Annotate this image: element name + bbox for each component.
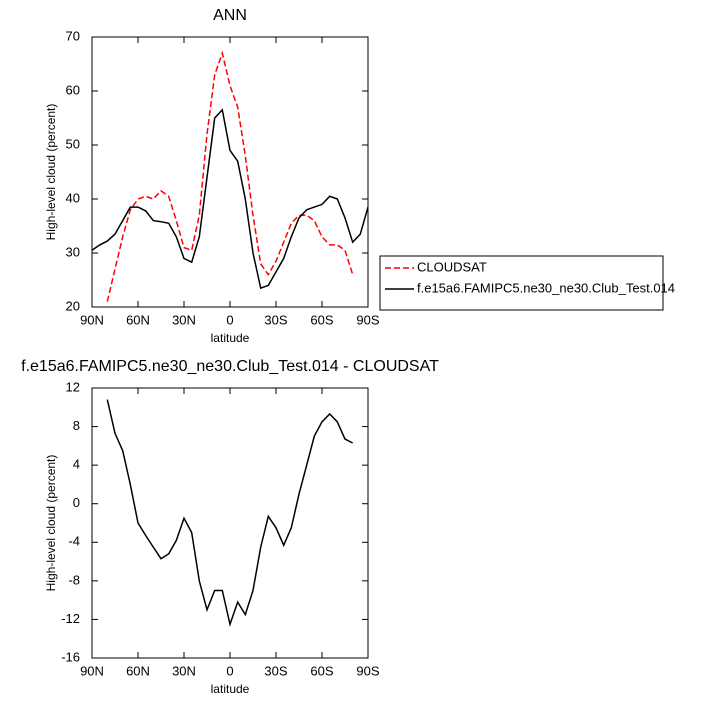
- y-tick-label: 30: [66, 244, 80, 259]
- y-tick-label: -8: [68, 572, 80, 587]
- y-tick-label: 40: [66, 190, 80, 205]
- y-tick-label: 20: [66, 298, 80, 313]
- y-tick-label: -4: [68, 534, 80, 549]
- y-tick-label: -16: [61, 649, 80, 664]
- x-tick-label: 60S: [310, 312, 333, 327]
- x-tick-label: 60N: [126, 663, 150, 678]
- x-tick-label: 30N: [172, 663, 196, 678]
- y-axis-label: High-level cloud (percent): [44, 104, 58, 241]
- legend-label: f.e15a6.FAMIPC5.ne30_ne30.Club_Test.014: [417, 280, 675, 295]
- legend-box: [379, 255, 664, 311]
- x-tick-label: 0: [226, 663, 233, 678]
- x-tick-label: 60N: [126, 312, 150, 327]
- x-tick-label: 90N: [80, 663, 104, 678]
- y-tick-label: 8: [73, 418, 80, 433]
- legend-label: CLOUDSAT: [417, 259, 487, 274]
- x-tick-label: 0: [226, 312, 233, 327]
- x-tick-label: 30N: [172, 312, 196, 327]
- x-tick-label: 60S: [310, 663, 333, 678]
- y-tick-label: 12: [66, 379, 80, 394]
- plot-frame: [91, 36, 369, 308]
- y-tick-label: 4: [73, 457, 80, 472]
- y-tick-label: 70: [66, 28, 80, 43]
- data-line: [91, 108, 369, 290]
- y-axis-label: High-level cloud (percent): [44, 455, 58, 592]
- chart-title: f.e15a6.FAMIPC5.ne30_ne30.Club_Test.014 …: [21, 358, 439, 375]
- y-tick-label: -12: [61, 611, 80, 626]
- y-tick-label: 60: [66, 82, 80, 97]
- data-line: [106, 399, 354, 628]
- y-tick-label: 0: [73, 495, 80, 510]
- x-tick-label: 90S: [356, 663, 379, 678]
- x-axis-label: latitude: [211, 682, 250, 696]
- x-tick-label: 30S: [264, 312, 287, 327]
- x-axis-label: latitude: [211, 331, 250, 345]
- plot-frame: [91, 387, 369, 659]
- x-tick-label: 90N: [80, 312, 104, 327]
- x-tick-label: 30S: [264, 663, 287, 678]
- x-tick-label: 90S: [356, 312, 379, 327]
- chart-title: ANN: [213, 7, 247, 24]
- data-line: [106, 50, 354, 302]
- y-tick-label: 50: [66, 136, 80, 151]
